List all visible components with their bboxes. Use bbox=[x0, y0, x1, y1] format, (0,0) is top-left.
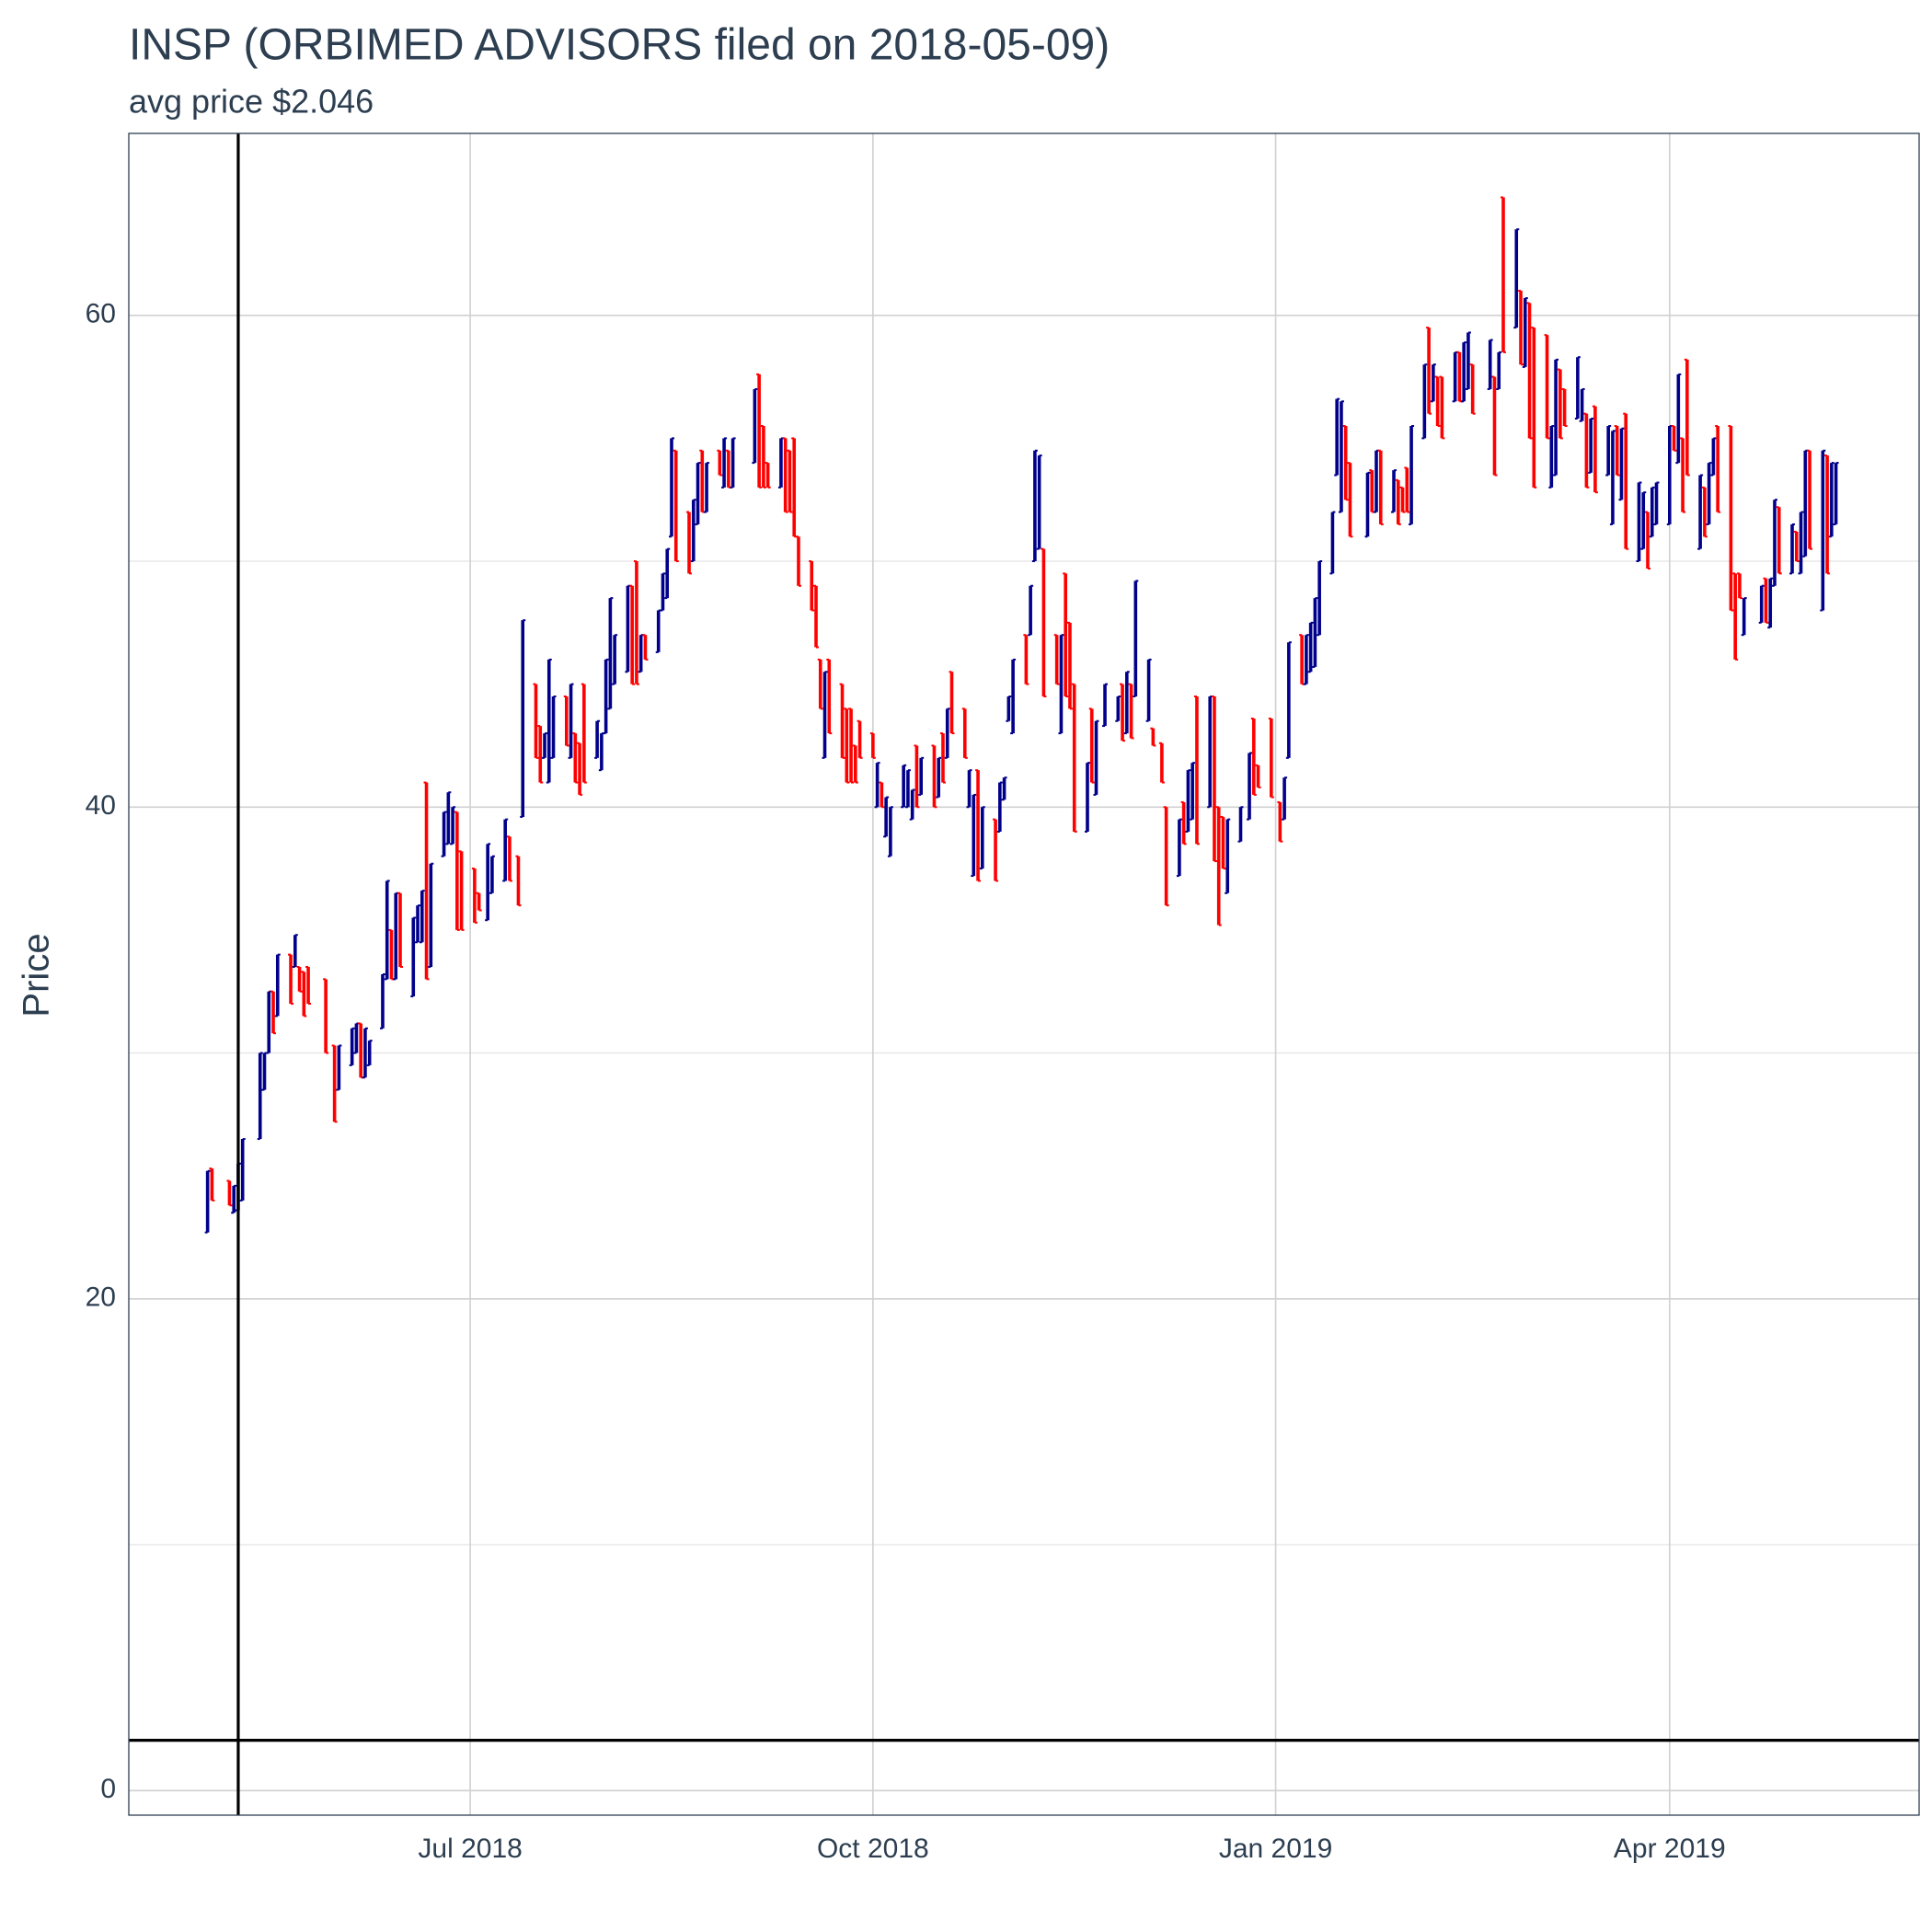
y-tick-label: 0 bbox=[100, 1774, 116, 1804]
y-tick-label: 60 bbox=[86, 299, 116, 329]
x-tick-label: Jul 2018 bbox=[418, 1834, 522, 1864]
x-tick-label: Oct 2018 bbox=[817, 1834, 929, 1864]
y-axis-label: Price bbox=[17, 933, 57, 1017]
x-tick-label: Jan 2019 bbox=[1219, 1834, 1332, 1864]
plot-border bbox=[128, 132, 1920, 1816]
reference-lines bbox=[129, 133, 1919, 1815]
y-tick-label: 40 bbox=[86, 790, 116, 821]
chart-subtitle: avg price $2.046 bbox=[129, 83, 374, 121]
y-tick-label: 20 bbox=[86, 1282, 116, 1313]
x-tick-label: Apr 2019 bbox=[1614, 1834, 1726, 1864]
chart-title: INSP (ORBIMED ADVISORS filed on 2018-05-… bbox=[129, 21, 1110, 70]
bars bbox=[204, 196, 1839, 1234]
